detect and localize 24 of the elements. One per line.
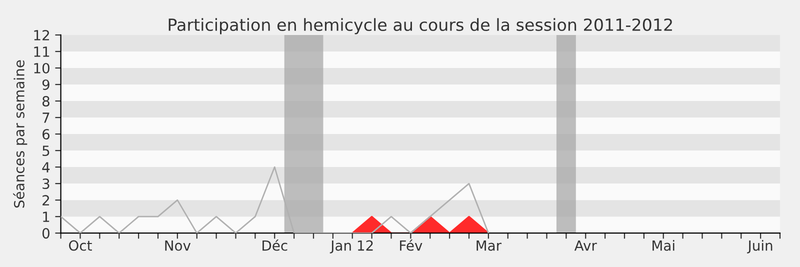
- y-tick-label: 1: [43, 212, 50, 222]
- x-tick-label: Jan 12: [330, 240, 373, 254]
- y-tick-label: 10: [34, 62, 50, 74]
- x-tick-label: Fév: [400, 239, 422, 251]
- x-tick-label: Avr: [574, 240, 597, 251]
- y-tick-label: 2: [42, 195, 49, 206]
- y-tick-label: 5: [42, 146, 50, 156]
- y-tick-label: 0: [42, 228, 50, 239]
- y-tick-label: 7: [42, 112, 50, 123]
- x-tick-label: Juin: [747, 240, 772, 254]
- x-tick-label: Nov: [165, 240, 191, 251]
- x-tick-label: Oct: [69, 240, 92, 251]
- chart-title: Participation en hemicycle au cours de la session 2011-2012: [168, 18, 672, 34]
- y-tick-label: 9: [42, 79, 50, 90]
- y-tick-label: 11: [34, 46, 50, 57]
- y-axis-title: Séances par semaine: [13, 60, 28, 208]
- y-tick-label: 3: [42, 178, 50, 190]
- y-tick-label: 4: [42, 162, 50, 172]
- y-tick-label: 8: [42, 96, 50, 106]
- y-tick-label: 6: [42, 129, 50, 140]
- x-tick-label: Mar: [476, 240, 502, 251]
- x-tick-label: Mai: [652, 240, 674, 251]
- y-tick-label: 12: [34, 30, 49, 40]
- x-tick-label: Déc: [262, 239, 288, 251]
